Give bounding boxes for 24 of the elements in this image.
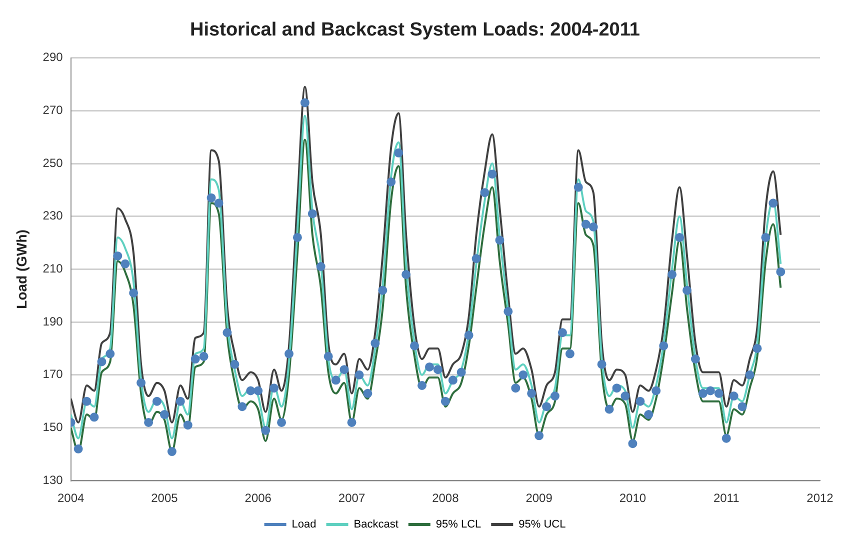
- legend-label: Backcast: [354, 518, 398, 531]
- y-tick-label: 170: [42, 367, 64, 382]
- y-axis-title: Load (GWh): [13, 230, 30, 309]
- y-tick-label: 230: [42, 208, 64, 223]
- legend-label: Load: [292, 518, 316, 531]
- y-tick-label: 130: [42, 472, 64, 487]
- x-tick-label: 2006: [244, 491, 272, 506]
- x-tick-label: 2005: [151, 491, 178, 506]
- legend-label: 95% UCL: [518, 518, 566, 531]
- x-tick-label: 2004: [57, 491, 84, 506]
- x-tick-label: 2012: [806, 491, 834, 506]
- y-tick-label: 290: [42, 50, 64, 64]
- y-tick-label: 190: [42, 314, 64, 328]
- y-tick-label: 210: [42, 262, 64, 276]
- chart-title: Historical and Backcast System Loads: 2004-2011: [190, 20, 640, 41]
- x-tick-label: 2008: [432, 491, 460, 506]
- x-tick-label: 2011: [713, 491, 740, 506]
- x-tick-label: 2007: [338, 491, 366, 506]
- legend-label: 95% LCL: [436, 518, 482, 531]
- x-tick-label: 2010: [619, 491, 646, 506]
- y-tick-label: 250: [42, 156, 64, 170]
- y-tick-label: 270: [42, 102, 64, 117]
- x-tick-label: 2009: [526, 491, 553, 506]
- y-tick-label: 150: [42, 420, 64, 434]
